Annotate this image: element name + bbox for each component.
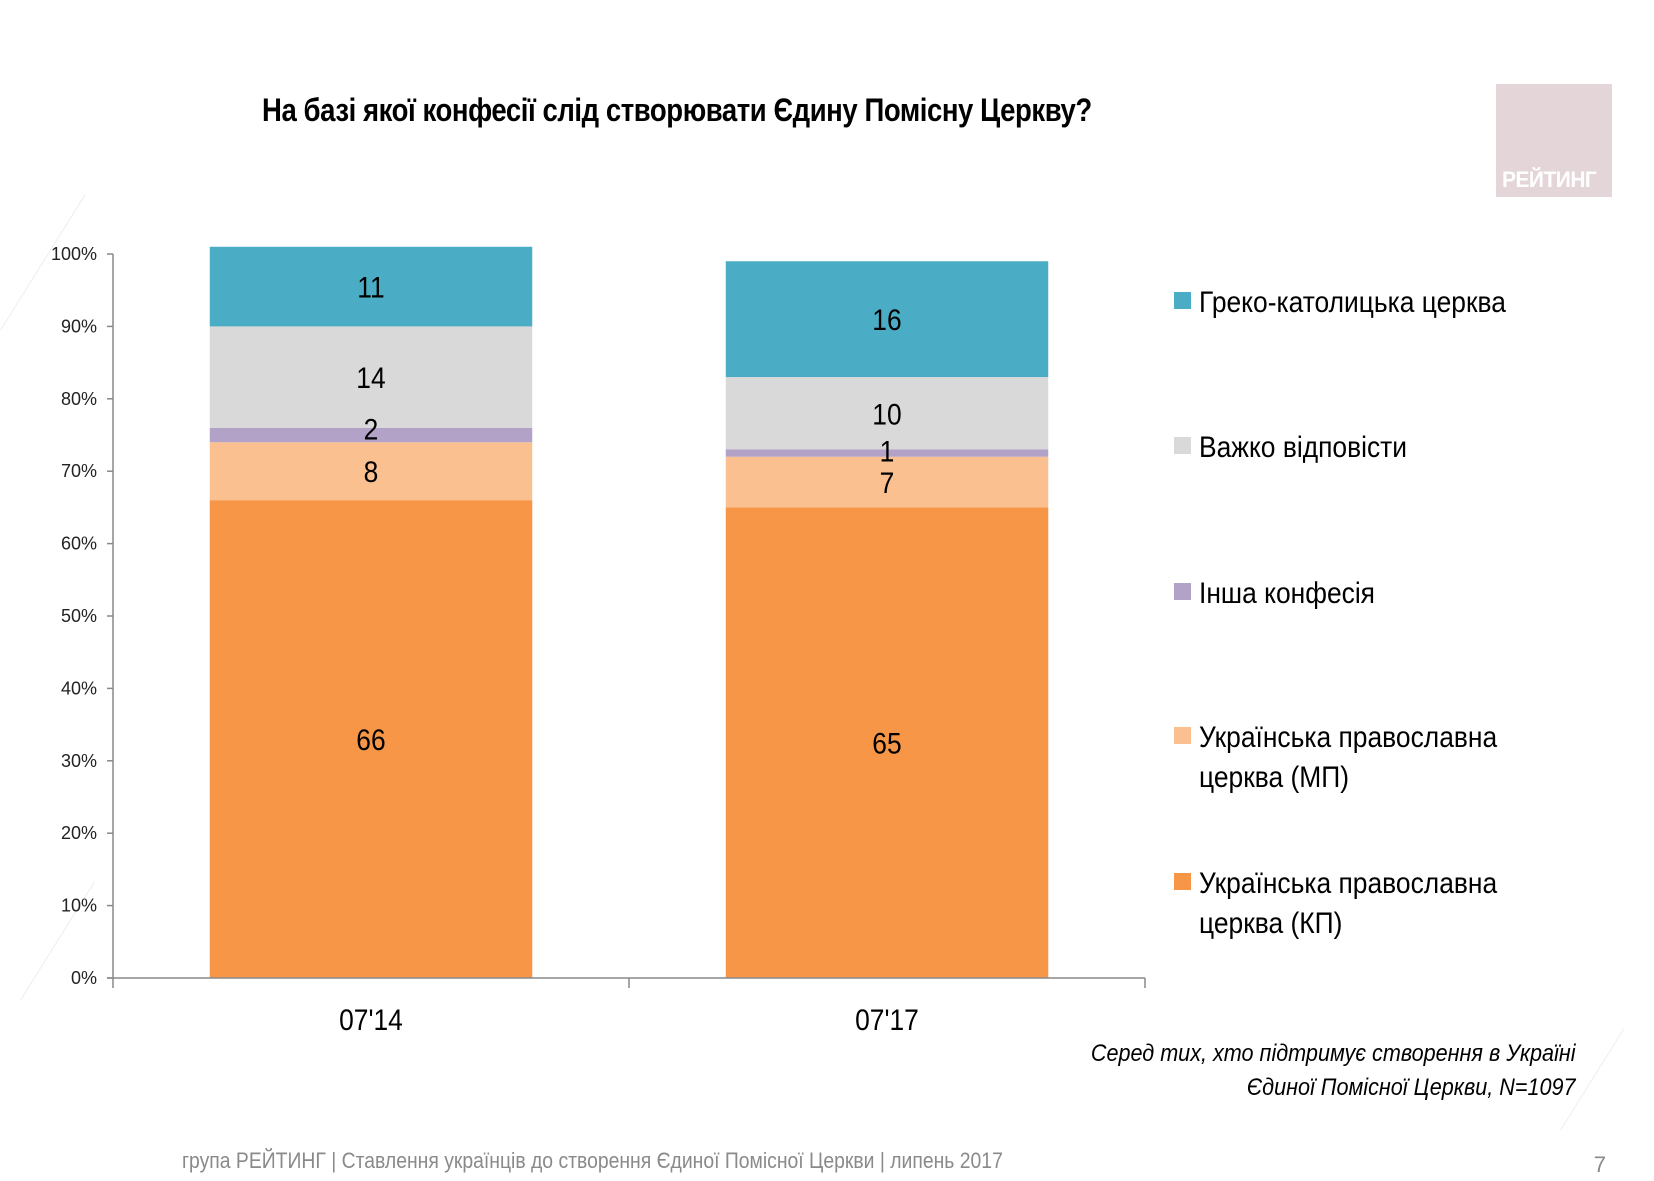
legend-swatch — [1174, 727, 1191, 744]
page-title: На базі якої конфесії слід створювати Єд… — [262, 92, 1092, 128]
footer-text: група РЕЙТИНГ | Ставлення українців до с… — [182, 1148, 1003, 1173]
x-tick-label: 07'17 — [855, 1002, 919, 1036]
legend-swatch — [1174, 583, 1191, 600]
y-tick-label: 70% — [61, 461, 97, 481]
data-label: 10 — [872, 397, 901, 431]
y-tick-label: 80% — [61, 389, 97, 409]
data-label: 14 — [356, 360, 385, 394]
bar-segment — [209, 246, 533, 327]
data-label: 16 — [872, 303, 901, 337]
legend-swatch — [1174, 873, 1191, 890]
legend-label: Інша конфесія — [1199, 577, 1375, 610]
x-axis: 07'14 07'17 — [107, 977, 1146, 1036]
x-tick-label: 07'14 — [339, 1002, 403, 1036]
y-tick-label: 30% — [61, 751, 97, 771]
y-tick-label: 20% — [61, 823, 97, 843]
legend-swatch — [1174, 292, 1191, 309]
y-axis: 0% 10% 20% 30% 40% 50% 60% 70% 80% 90% 100% — [51, 244, 114, 988]
stacked-bar-chart: 0% 10% 20% 30% 40% 50% 60% 70% 80% 90% 100% 66 8 2 14… — [51, 244, 1146, 1036]
logo-text: РЕЙТИНГ — [1502, 167, 1597, 192]
data-label: 8 — [364, 455, 379, 489]
bar-segment — [209, 427, 533, 443]
sample-note-line2: Єдиної Помісної Церкви, N=1097 — [1247, 1074, 1576, 1101]
y-tick-label: 50% — [61, 606, 97, 626]
bar-segment — [725, 507, 1049, 978]
legend-label: Греко-католицька церква — [1199, 286, 1506, 319]
legend-label: Українська православна церква (КП) — [1199, 867, 1498, 940]
legend-item: Українська православна церква (КП) — [1174, 864, 1619, 944]
legend-item: Важко відповісти — [1174, 428, 1619, 468]
legend-label: Важко відповісти — [1199, 431, 1408, 464]
y-tick-label: 90% — [61, 316, 97, 336]
sample-note-line1: Серед тих, хто підтримує створення в Укр… — [1091, 1040, 1576, 1067]
bar-segment — [725, 456, 1049, 508]
page-number: 7 — [1593, 1152, 1606, 1177]
y-tick-label: 40% — [61, 678, 97, 698]
bar-segment — [725, 377, 1049, 450]
y-tick-label: 10% — [61, 896, 97, 916]
bar-segment — [725, 261, 1049, 378]
legend-swatch — [1174, 437, 1191, 454]
bar-segment — [209, 442, 533, 501]
legend-item: Інша конфесія — [1174, 574, 1619, 614]
y-tick-label: 100% — [51, 244, 97, 264]
data-label: 1 — [880, 434, 895, 468]
data-label: 7 — [880, 465, 895, 499]
bar-segment — [209, 500, 533, 978]
sample-note: Серед тих, хто підтримує створення в Укр… — [1091, 1037, 1576, 1105]
legend-item: Українська православна церква (МП) — [1174, 718, 1619, 798]
legend-label: Українська православна церква (МП) — [1199, 721, 1498, 794]
y-tick-label: 60% — [61, 534, 97, 554]
data-label: 66 — [356, 722, 385, 756]
bar-segment — [725, 449, 1049, 457]
y-tick-label: 0% — [71, 968, 97, 988]
legend-item: Греко-католицька церква — [1174, 283, 1619, 323]
data-label: 2 — [364, 412, 379, 446]
data-label: 65 — [872, 726, 901, 760]
bar-segment — [209, 326, 533, 428]
rating-logo: РЕЙТИНГ — [1496, 84, 1612, 197]
data-label: 11 — [357, 270, 384, 304]
